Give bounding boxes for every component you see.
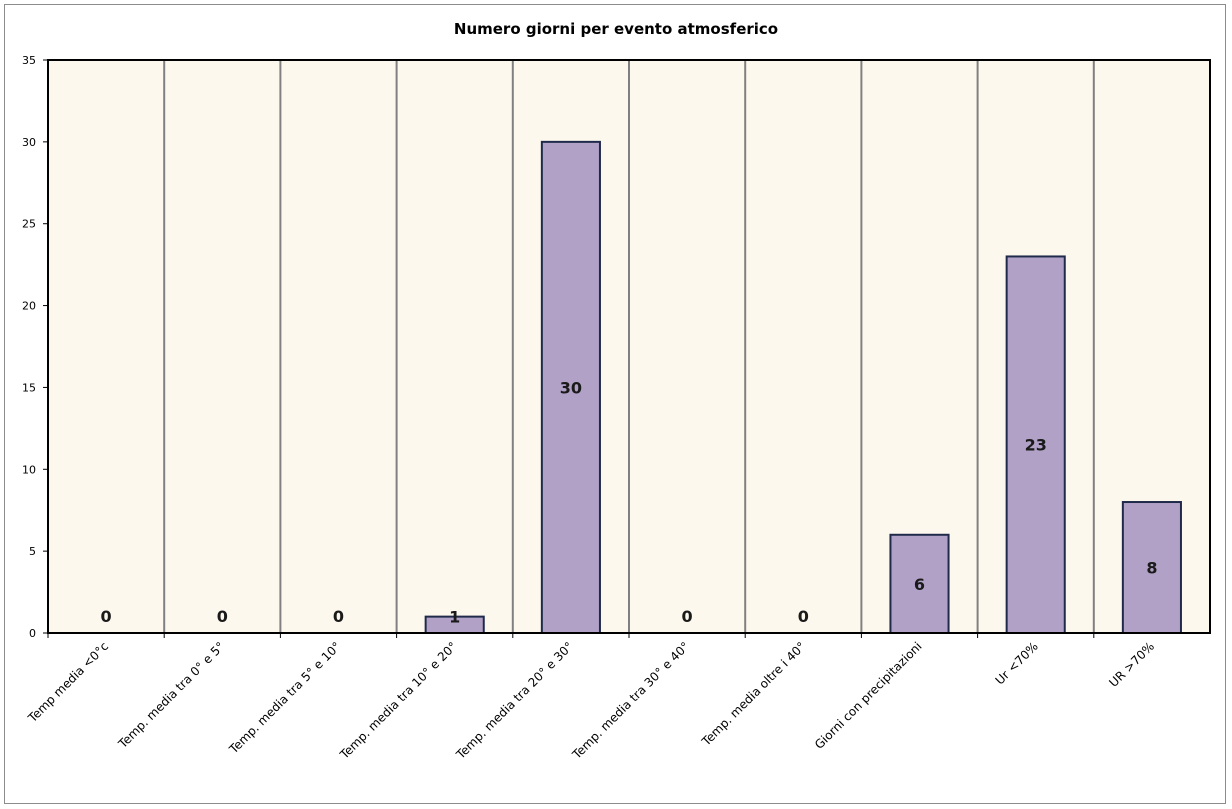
data-label: 23 bbox=[1025, 436, 1047, 455]
y-tick-label: 5 bbox=[29, 545, 36, 558]
data-label: 30 bbox=[560, 378, 582, 397]
data-label: 0 bbox=[682, 607, 693, 626]
plot-border bbox=[47, 59, 1211, 634]
data-label: 0 bbox=[101, 607, 112, 626]
y-tick-label: 10 bbox=[22, 463, 36, 476]
y-tick-label: 35 bbox=[22, 54, 36, 67]
y-tick-label: 15 bbox=[22, 381, 36, 394]
data-label: 1 bbox=[449, 608, 460, 627]
bar bbox=[1005, 255, 1066, 634]
y-tick-label: 30 bbox=[22, 136, 36, 149]
category-label: Temp. media tra 0° e 5° bbox=[115, 639, 227, 751]
chart-title: Numero giorni per evento atmosferico bbox=[453, 20, 779, 38]
gridlines bbox=[163, 60, 1095, 633]
data-label: 8 bbox=[1146, 559, 1157, 578]
x-axis-labels: Temp media <0°c Temp. media tra 0° e 5° Te… bbox=[25, 633, 1157, 762]
bars bbox=[424, 140, 1182, 635]
data-label: 0 bbox=[217, 607, 228, 626]
y-tick-label: 25 bbox=[22, 218, 36, 231]
category-label: Temp. media tra 5° e 10° bbox=[226, 639, 344, 757]
category-label: Temp. media tra 10° e 20° bbox=[337, 639, 460, 762]
category-label: Ur <70% bbox=[993, 639, 1041, 687]
data-label: 0 bbox=[798, 607, 809, 626]
data-label: 0 bbox=[333, 607, 344, 626]
data-labels: 0 0 0 1 30 0 0 6 23 8 bbox=[101, 378, 1158, 626]
category-label: Temp. media oltre i 40° bbox=[698, 639, 808, 749]
category-label: Temp media <0°c bbox=[25, 639, 111, 725]
bar bbox=[1121, 501, 1182, 634]
bar bbox=[889, 533, 950, 634]
category-label: UR >70% bbox=[1106, 639, 1157, 690]
data-label: 6 bbox=[914, 575, 925, 594]
bar bbox=[540, 140, 601, 634]
y-axis-ticks: 0 5 10 15 20 25 30 35 bbox=[22, 54, 48, 640]
category-label: Temp. media tra 20° e 30° bbox=[453, 639, 576, 762]
y-tick-label: 0 bbox=[29, 627, 36, 640]
y-tick-label: 20 bbox=[22, 300, 36, 313]
category-label: Temp. media tra 30° e 40° bbox=[569, 639, 692, 762]
category-label: Giorni con precipitazioni bbox=[812, 639, 925, 752]
